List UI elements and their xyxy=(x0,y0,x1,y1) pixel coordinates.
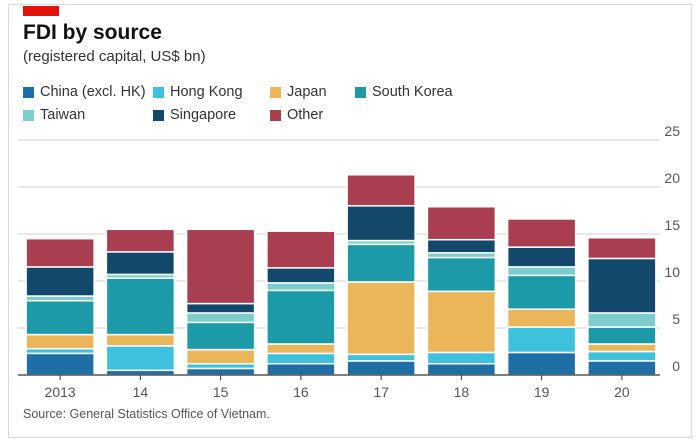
chart-source: Source: General Statistics Office of Vie… xyxy=(23,407,270,421)
legend-item-1: Hong Kong xyxy=(153,84,243,100)
bar-segment xyxy=(266,352,336,365)
bar-segment xyxy=(266,282,336,292)
x-tick-label: 17 xyxy=(373,384,389,400)
bar-segment xyxy=(266,230,336,269)
bar-segment xyxy=(587,350,657,362)
bar-segment xyxy=(587,360,657,376)
bar-segment xyxy=(185,348,256,365)
legend-item-2: Japan xyxy=(270,84,327,100)
legend-label: Hong Kong xyxy=(170,84,243,100)
bar-segment xyxy=(25,299,95,336)
legend-swatch xyxy=(270,109,281,121)
x-tick-label: 19 xyxy=(534,384,550,400)
bar-segment xyxy=(185,312,256,324)
bar-segment xyxy=(506,218,577,248)
y-tick-label: 0 xyxy=(672,358,680,374)
bar-segment xyxy=(426,351,497,365)
bar-segment xyxy=(25,333,95,350)
legend-item-0: China (excl. HK) xyxy=(23,84,146,100)
bar-segment xyxy=(587,257,657,314)
bar-segment xyxy=(25,266,95,297)
bar-segment xyxy=(185,367,256,376)
bar-segment xyxy=(587,326,657,345)
bar-segment xyxy=(346,353,416,362)
legend-swatch xyxy=(153,86,164,98)
bar-segment xyxy=(185,321,256,351)
legend-item-6: Other xyxy=(270,107,323,123)
chart-frame xyxy=(8,4,692,438)
bar-segment xyxy=(266,289,336,345)
bar-segment xyxy=(587,343,657,353)
bar-segment xyxy=(105,228,176,253)
bar-segment xyxy=(506,266,577,277)
bar-segment xyxy=(426,290,497,354)
bar-segment xyxy=(346,205,416,242)
bar-segment xyxy=(587,237,657,260)
bar-segment xyxy=(506,246,577,268)
x-tick-label: 15 xyxy=(213,384,229,400)
legend-label: China (excl. HK) xyxy=(40,84,146,100)
legend-item-4: Taiwan xyxy=(23,107,85,123)
x-tick-label: 2013 xyxy=(45,384,76,400)
legend-label: Singapore xyxy=(170,107,237,123)
chart-title: FDI by source xyxy=(23,21,162,44)
legend-label: South Korea xyxy=(372,84,453,100)
bar-segment xyxy=(506,308,577,328)
legend-swatch xyxy=(270,86,281,98)
bar-segment xyxy=(25,237,95,268)
bar-segment xyxy=(105,277,176,336)
bar-segment xyxy=(105,333,176,347)
legend-item-5: Singapore xyxy=(153,107,236,123)
legend-swatch xyxy=(355,86,366,98)
x-tick-label: 14 xyxy=(133,384,149,400)
brand-mark xyxy=(23,6,59,16)
y-tick-label: 15 xyxy=(664,217,680,233)
bar-segment xyxy=(346,360,416,376)
y-tick-label: 20 xyxy=(664,170,680,186)
bar-segment xyxy=(25,352,95,376)
legend-label: Other xyxy=(287,107,324,123)
bar-segment xyxy=(346,174,416,207)
legend-swatch xyxy=(23,86,34,98)
bar-segment xyxy=(506,326,577,354)
bar-segment xyxy=(185,228,256,305)
y-tick-label: 25 xyxy=(664,123,680,139)
legend-label: Japan xyxy=(287,84,327,100)
legend-label: Taiwan xyxy=(40,107,86,123)
bar-segment xyxy=(266,362,336,376)
bar-segment xyxy=(105,345,176,372)
legend-swatch xyxy=(23,109,34,121)
bar-segment xyxy=(506,351,577,376)
legend-item-3: South Korea xyxy=(355,84,453,100)
x-tick-label: 18 xyxy=(454,384,470,400)
bar-segment xyxy=(506,274,577,310)
bar-segment xyxy=(346,243,416,283)
bar-segment xyxy=(426,205,497,241)
bar-segment xyxy=(185,302,256,314)
bar-segment xyxy=(105,251,176,276)
x-tick-label: 16 xyxy=(293,384,309,400)
chart-subtitle: (registered capital, US$ bn) xyxy=(23,48,206,65)
y-tick-label: 10 xyxy=(664,264,680,280)
bar-segment xyxy=(266,343,336,355)
bar-segment xyxy=(426,256,497,293)
x-tick-label: 20 xyxy=(614,384,630,400)
y-tick-label: 5 xyxy=(672,311,680,327)
legend-swatch xyxy=(153,109,164,121)
bar-segment xyxy=(346,281,416,356)
bar-segment xyxy=(426,362,497,376)
bar-segment xyxy=(587,312,657,328)
bar-segment xyxy=(266,267,336,284)
bar-segment xyxy=(426,238,497,254)
